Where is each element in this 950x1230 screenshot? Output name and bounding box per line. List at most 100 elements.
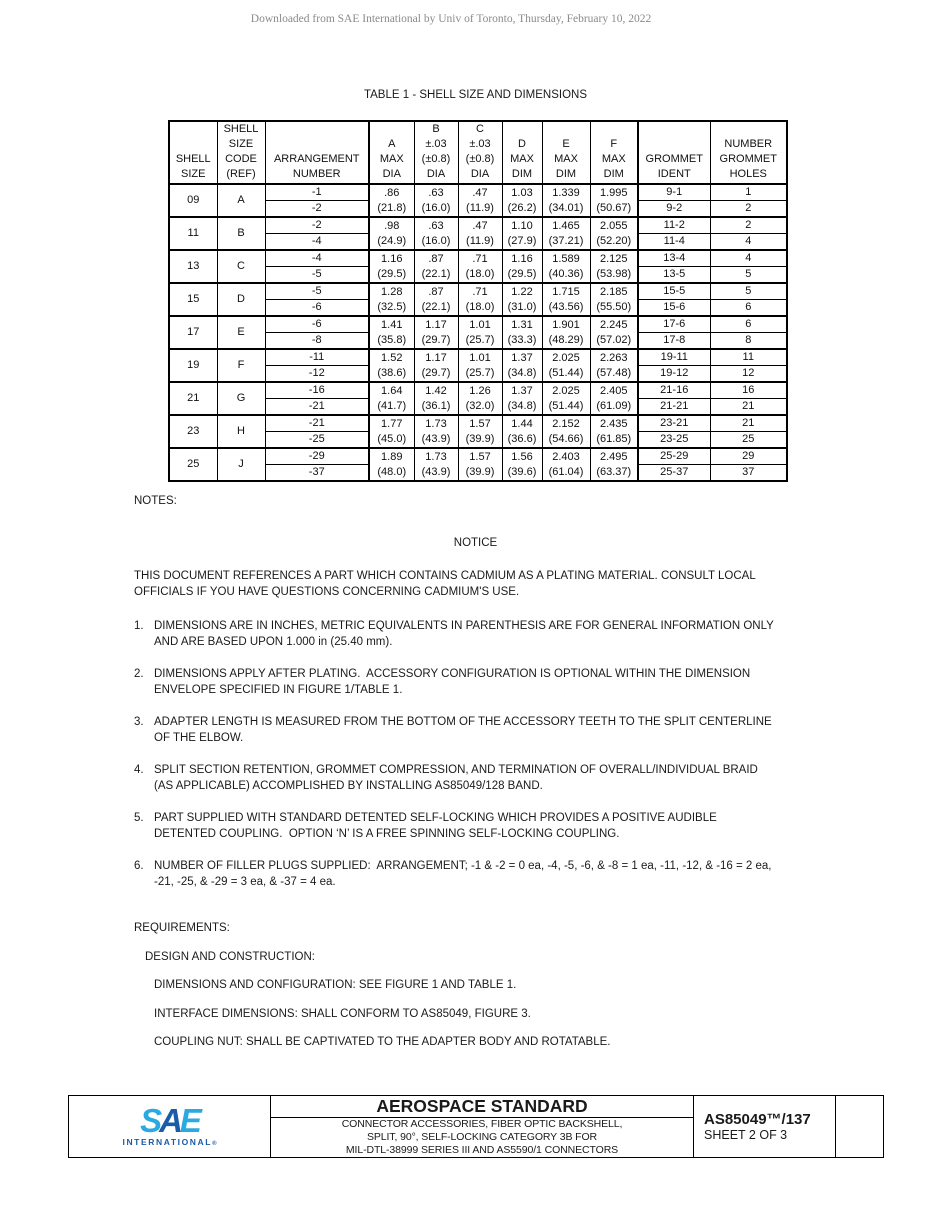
dim-b-cell: 1.73 (43.9) (413, 447, 459, 482)
sae-logo-letter-a: A (159, 1102, 183, 1139)
dim-f-cell: 2.125 (53.98) (589, 249, 639, 284)
shell-size-cell: 23 (168, 414, 218, 449)
note-number: 4. (134, 764, 144, 776)
grommet-ident-cell: 9-2 (637, 200, 711, 218)
arrangement-cell: -8 (264, 332, 370, 350)
dim-e-cell: 1.901 (48.29) (541, 315, 591, 350)
arrangement-cell: -4 (264, 233, 370, 251)
dim-c-cell: 1.01 (25.7) (457, 348, 503, 383)
grommet-holes-cell: 16 (709, 381, 788, 399)
design-construction-label: DESIGN AND CONSTRUCTION: (145, 950, 315, 963)
notes-section: NOTES: NOTICE THIS DOCUMENT REFERENCES A… (134, 494, 946, 907)
sae-logo: SAE INTERNATIONAL® (69, 1096, 271, 1157)
arrangement-cell: -2 (264, 200, 370, 218)
shell-code-cell: G (216, 381, 266, 416)
arrangement-cell: -37 (264, 464, 370, 482)
grommet-holes-cell: 11 (709, 348, 788, 366)
grommet-ident-cell: 13-5 (637, 266, 711, 284)
note-text: ADAPTER LENGTH IS MEASURED FROM THE BOTT… (154, 716, 772, 744)
col-header-a-max-dia: A MAX DIA (368, 120, 415, 185)
table-row: 21 G -16 1.64 (41.7) 1.42 (36.1) 1.26 (32.0) 1… (168, 381, 788, 416)
col-header-e-max-dim: E MAX DIM (541, 120, 591, 185)
dim-d-cell: 1.37 (34.8) (501, 348, 543, 383)
arrangement-cell: -2 (264, 216, 370, 234)
shell-size-cell: 13 (168, 249, 218, 284)
dim-d-cell: 1.03 (26.2) (501, 183, 543, 218)
dim-c-cell: .71 (18.0) (457, 282, 503, 317)
table-row: 19 F -11 1.52 (38.6) 1.17 (29.7) 1.01 (25.7) 1… (168, 348, 788, 383)
table-row: -12 19-12 12 (169, 365, 788, 383)
arrangement-cell: -6 (264, 299, 370, 317)
title-block: SAE INTERNATIONAL® AEROSPACE STANDARD CO… (68, 1095, 884, 1158)
dim-c-cell: 1.57 (39.9) (457, 414, 503, 449)
grommet-holes-cell: 6 (709, 315, 788, 333)
shell-code-cell: E (216, 315, 266, 350)
shell-code-cell: D (216, 282, 266, 317)
dim-b-cell: .87 (22.1) (413, 282, 459, 317)
note-number: 1. (134, 620, 144, 632)
arrangement-cell: -5 (264, 266, 370, 284)
note-number: 5. (134, 812, 144, 824)
requirement-interface: INTERFACE DIMENSIONS: SHALL CONFORM TO A… (154, 1007, 531, 1020)
dim-a-cell: 1.89 (48.0) (368, 447, 415, 482)
dim-c-cell: .47 (11.9) (457, 216, 503, 251)
grommet-ident-cell: 23-21 (637, 414, 711, 432)
dim-b-cell: 1.73 (43.9) (413, 414, 459, 449)
shell-group-13: 13 C -4 1.16 (29.5) .87 (22.1) .71 (18.0) 1.16… (168, 249, 788, 284)
grommet-holes-cell: 21 (709, 398, 788, 416)
shell-code-cell: H (216, 414, 266, 449)
title-block-center-cell: AEROSPACE STANDARD CONNECTOR ACCESSORIES… (271, 1096, 694, 1157)
grommet-holes-cell: 5 (709, 282, 788, 300)
dim-e-cell: 2.403 (61.04) (541, 447, 591, 482)
note-item-1: 1. DIMENSIONS ARE IN INCHES, METRIC EQUIV… (134, 619, 946, 650)
dim-a-cell: 1.64 (41.7) (368, 381, 415, 416)
requirement-coupling-nut: COUPLING NUT: SHALL BE CAPTIVATED TO THE… (154, 1036, 611, 1048)
shell-size-cell: 19 (168, 348, 218, 383)
dim-e-cell: 2.152 (54.66) (541, 414, 591, 449)
notice-title: NOTICE (453, 536, 498, 549)
notes-label: NOTES: (134, 495, 177, 507)
shell-code-cell: A (216, 183, 266, 218)
col-header-f-max-dim: F MAX DIM (589, 120, 639, 185)
col-header-grommet-ident: GROMMET IDENT (637, 120, 711, 185)
table-row: -6 15-6 6 (169, 299, 788, 317)
grommet-holes-cell: 5 (709, 266, 788, 284)
arrangement-cell: -21 (264, 414, 370, 432)
grommet-ident-cell: 25-29 (637, 447, 711, 465)
note-item-4: 4. SPLIT SECTION RETENTION, GROMMET COMPR… (134, 763, 946, 794)
table-row: 09 A -1.86 (21.8) .63 (16.0) .47 (11.9) 1.03 … (168, 183, 788, 218)
dim-e-cell: 1.339 (34.01) (541, 183, 591, 218)
dim-b-cell: 1.42 (36.1) (413, 381, 459, 416)
notes-list: 1. DIMENSIONS ARE IN INCHES, METRIC EQUIV… (134, 619, 946, 890)
grommet-ident-cell: 13-4 (637, 249, 711, 267)
note-number: 2. (134, 668, 144, 680)
dim-f-cell: 2.055 (52.20) (589, 216, 639, 251)
shell-group-25: 25 J -29 1.89 (48.0) 1.73 (43.9) 1.57 (39.9) 1… (168, 447, 788, 482)
dim-e-cell: 1.589 (40.36) (541, 249, 591, 284)
col-header-arrangement-number: ARRANGEMENT NUMBER (264, 120, 370, 185)
dim-b-cell: 1.17 (29.7) (413, 315, 459, 350)
col-header-shell-size-code: SHELL SIZE CODE (REF) (216, 120, 266, 185)
dim-d-cell: 1.56 (39.6) (501, 447, 543, 482)
grommet-holes-cell: 37 (709, 464, 788, 482)
shell-code-cell: B (216, 216, 266, 251)
arrangement-cell: -4 (264, 249, 370, 267)
shell-code-cell: F (216, 348, 266, 383)
note-text: DIMENSIONS APPLY AFTER PLATING. ACCESSOR… (154, 668, 751, 696)
shell-group-11: 11 B -2.98 (24.9) .63 (16.0) .47 (11.9) 1.10 … (168, 216, 788, 251)
sheet-number: SHEET 2 OF 3 (704, 1128, 788, 1142)
note-text: SPLIT SECTION RETENTION, GROMMET COMPRES… (154, 764, 758, 792)
grommet-holes-cell: 2 (709, 216, 788, 234)
grommet-holes-cell: 21 (709, 414, 788, 432)
dim-d-cell: 1.16 (29.5) (501, 249, 543, 284)
shell-size-cell: 17 (168, 315, 218, 350)
arrangement-cell: -11 (264, 348, 370, 366)
table-row: 17 E -6 1.41 (35.8) 1.17 (29.7) 1.01 (25.7) 1.… (168, 315, 788, 350)
grommet-ident-cell: 23-25 (637, 431, 711, 449)
requirements-label: REQUIREMENTS: (134, 922, 230, 934)
col-header-c-dia: C ±.03 (±0.8) DIA (457, 120, 503, 185)
dim-d-cell: 1.37 (34.8) (501, 381, 543, 416)
note-text: PART SUPPLIED WITH STANDARD DETENTED SEL… (154, 812, 717, 840)
shell-size-cell: 11 (168, 216, 218, 251)
shell-group-17: 17 E -6 1.41 (35.8) 1.17 (29.7) 1.01 (25.7) 1.… (168, 315, 788, 350)
